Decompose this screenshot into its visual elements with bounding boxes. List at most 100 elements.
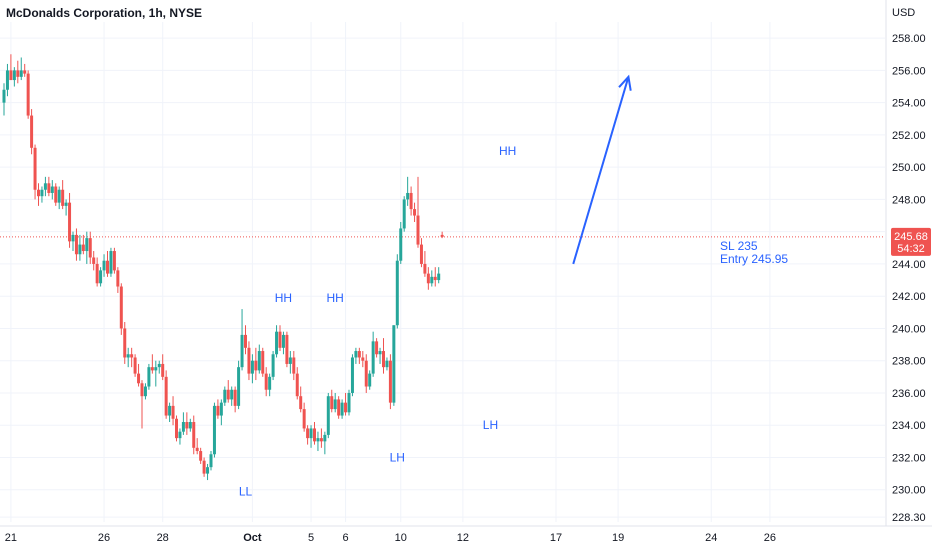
candle [12, 67, 16, 87]
candle-body [37, 189, 40, 197]
candle-body [130, 354, 134, 358]
candle [168, 402, 172, 422]
candle-body [230, 389, 234, 400]
candle-body [164, 376, 168, 416]
candle-body [299, 396, 303, 410]
candle-body [33, 147, 37, 190]
candle [292, 351, 296, 381]
candle [361, 351, 365, 368]
candle-body [292, 357, 296, 374]
candle [399, 222, 403, 264]
candles [2, 54, 444, 481]
candle [319, 428, 323, 448]
candle-body [9, 70, 13, 81]
candle-body [395, 260, 399, 326]
candle-body [202, 460, 206, 474]
candle [37, 183, 40, 206]
candle [50, 180, 54, 200]
candle-body [74, 234, 78, 255]
candle-body [54, 186, 58, 203]
candle [278, 325, 282, 352]
candle [223, 386, 227, 406]
candle [395, 254, 399, 329]
candle [64, 199, 68, 216]
candle [440, 231, 444, 239]
candle [237, 360, 241, 410]
candle-body [316, 438, 320, 442]
candle [61, 180, 65, 210]
y-tick-label: 258.00 [892, 33, 926, 45]
y-tick-label: 256.00 [892, 65, 926, 77]
candle-body [212, 405, 216, 455]
candle-body [192, 422, 196, 448]
candle-body [119, 286, 123, 329]
candle [406, 176, 410, 206]
candle [437, 267, 441, 284]
candle [244, 325, 247, 355]
candle-body [419, 244, 423, 264]
candle-body [323, 434, 327, 442]
candle-body [281, 334, 285, 348]
candle [33, 144, 37, 200]
candle [344, 392, 348, 416]
candle [95, 257, 99, 287]
candle-body [78, 244, 82, 255]
candle [133, 354, 137, 377]
x-tick-label: 21 [5, 532, 17, 544]
candle-body [326, 396, 330, 435]
candle-body [123, 328, 127, 358]
candle [150, 354, 154, 374]
candle [378, 347, 382, 364]
candle [19, 57, 23, 81]
candle-body [295, 373, 299, 397]
candle-body [330, 396, 334, 410]
candle [88, 231, 92, 264]
candle [226, 380, 230, 403]
candle-body [337, 399, 341, 416]
candle [185, 412, 189, 435]
candle [116, 267, 120, 293]
candle-body [388, 360, 392, 403]
candle-body [106, 260, 109, 274]
candle [309, 425, 313, 448]
candle-body [71, 234, 75, 242]
candle-body [288, 357, 292, 364]
candle [199, 447, 203, 464]
x-tick-label: Oct [243, 532, 262, 544]
candle [171, 396, 175, 426]
candle [371, 331, 375, 377]
candle [433, 267, 437, 287]
pattern-label: LH [390, 450, 405, 464]
trade-note: SL 235 [720, 239, 758, 253]
candle [354, 347, 358, 364]
candle [2, 83, 6, 116]
y-tick-label: 252.00 [892, 130, 926, 142]
candle-body [278, 331, 282, 348]
candle [306, 425, 310, 445]
candle-body [340, 402, 344, 416]
candle-body [175, 418, 178, 439]
x-tick-label: 10 [395, 532, 407, 544]
candle-body [416, 215, 420, 245]
candle-body [150, 367, 154, 371]
candle-body [275, 331, 279, 355]
candle-body [433, 276, 437, 281]
candle-body [19, 70, 23, 77]
candle [250, 354, 254, 384]
candle [347, 389, 351, 416]
candle [68, 192, 72, 248]
candle [426, 267, 430, 290]
arrow-head [618, 74, 632, 91]
candle [419, 238, 423, 268]
candle-body [368, 373, 372, 387]
candle [430, 270, 434, 287]
candle [102, 254, 106, 277]
candle-body [92, 257, 96, 264]
candle-body [16, 70, 20, 77]
candle [337, 396, 341, 419]
candle [409, 186, 413, 216]
candle-body [399, 228, 403, 261]
